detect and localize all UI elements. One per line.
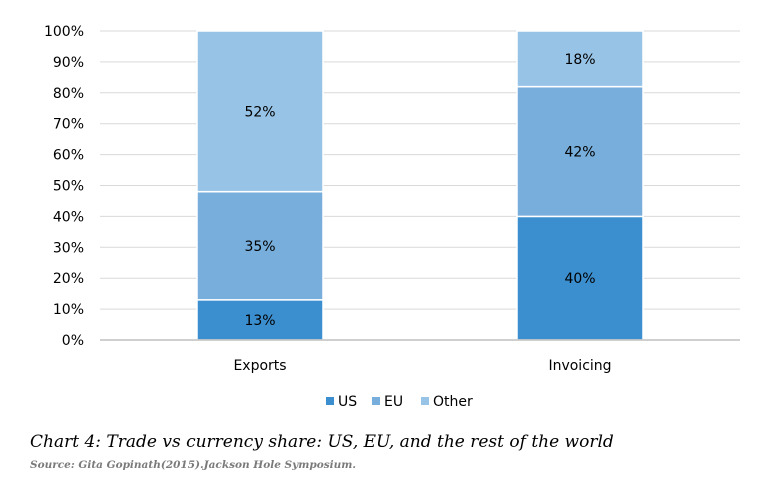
y-tick-label-80: 80%	[53, 86, 84, 102]
legend: US EU Other	[326, 394, 473, 410]
y-tick-label-0: 0%	[62, 333, 84, 349]
y-tick-label-10: 10%	[53, 302, 84, 318]
stacked-bar-chart: 0% 10% 20% 30% 40% 50% 60% 70% 80% 90% 100% 13% 35%…	[44, 24, 740, 410]
x-category-label-invoicing: Invoicing	[548, 358, 611, 374]
data-label-invoicing-us: 40%	[564, 271, 595, 287]
legend-label-eu: EU	[384, 394, 403, 410]
bars: 13% 35% 52% 40% 42% 18%	[196, 30, 644, 341]
bar-exports-eu	[196, 190, 324, 301]
y-tick-label-60: 60%	[53, 148, 84, 164]
legend-label-other: Other	[433, 394, 473, 410]
data-label-exports-us: 13%	[244, 313, 275, 329]
data-label-exports-eu: 35%	[244, 239, 275, 255]
data-label-exports-other: 52%	[244, 104, 275, 120]
y-tick-label-30: 30%	[53, 240, 84, 256]
x-category-label-exports: Exports	[233, 358, 286, 374]
legend-swatch-us	[326, 397, 334, 405]
y-tick-label-50: 50%	[53, 179, 84, 195]
bar-invoicing-other	[516, 30, 644, 88]
y-tick-label-70: 70%	[53, 117, 84, 133]
bar-exports-other	[196, 30, 324, 193]
data-label-invoicing-other: 18%	[564, 52, 595, 68]
chart-caption: Chart 4: Trade vs currency share: US, EU…	[30, 432, 614, 452]
y-tick-label-20: 20%	[53, 271, 84, 287]
legend-swatch-other	[421, 397, 429, 405]
legend-label-us: US	[338, 394, 357, 410]
data-label-invoicing-eu: 42%	[564, 145, 595, 161]
chart-source: Source: Gita Gopinath(2015).Jackson Hole…	[30, 459, 356, 471]
legend-swatch-eu	[372, 397, 380, 405]
gridlines	[100, 30, 740, 310]
bar-invoicing-us	[516, 215, 644, 341]
x-axis-category-labels: Exports Invoicing	[233, 358, 611, 374]
y-tick-label-90: 90%	[53, 55, 84, 71]
y-tick-label-40: 40%	[53, 209, 84, 225]
y-axis-tick-labels: 0% 10% 20% 30% 40% 50% 60% 70% 80% 90% 100%	[44, 24, 84, 349]
y-tick-label-100: 100%	[44, 24, 84, 40]
